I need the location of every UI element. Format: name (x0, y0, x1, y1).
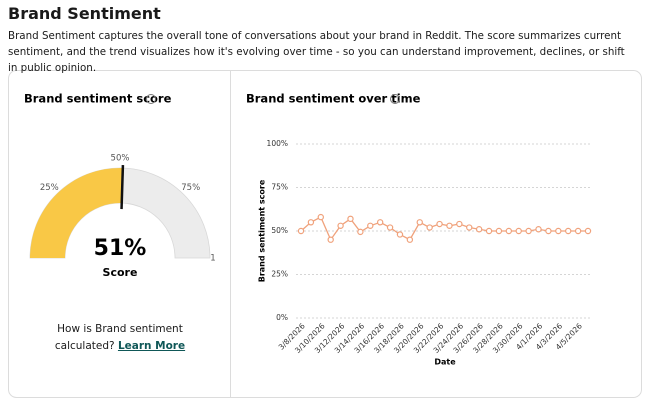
gauge-value: 51% (94, 236, 147, 261)
series-marker (396, 231, 404, 238)
series-marker (406, 236, 414, 243)
series-marker (416, 219, 423, 226)
series-marker (307, 219, 315, 226)
info-icon[interactable] (146, 94, 156, 104)
gauge-tick-label: 25% (40, 183, 59, 193)
series-marker (466, 224, 473, 231)
series-marker (357, 228, 364, 236)
gauge-tick-label: 1 (210, 254, 215, 264)
series-marker (337, 222, 344, 229)
series-marker (485, 227, 493, 235)
series-marker (535, 226, 542, 233)
gauge-title: Brand sentiment score (24, 92, 172, 106)
series-marker (456, 220, 463, 228)
series-marker (446, 222, 453, 229)
gauge-tick-label: 50% (111, 154, 130, 164)
series-marker (426, 224, 433, 231)
series-marker (386, 224, 394, 231)
y-tick-label: 75% (271, 183, 288, 192)
page-title: Brand Sentiment (8, 4, 161, 23)
series-marker (475, 226, 483, 233)
series-marker (436, 220, 443, 228)
help: How is Brand sentiment calculated? Learn… (30, 321, 210, 355)
series-marker (515, 227, 522, 235)
series-marker (297, 227, 305, 235)
series-marker (574, 227, 582, 235)
y-tick-label: 50% (271, 226, 288, 235)
series-marker (505, 227, 513, 235)
gauge-label: Score (103, 266, 138, 279)
gauge-needle (120, 165, 125, 210)
series-marker (327, 236, 334, 243)
y-tick-label: 0% (276, 313, 288, 322)
y-tick-label: 25% (271, 270, 288, 279)
gauge-tick-label: 75% (181, 183, 200, 193)
learn-more-link[interactable]: Learn More (117, 340, 186, 352)
series-marker (347, 215, 354, 223)
series-marker (565, 227, 572, 235)
chart-title: Brand sentiment over time (246, 92, 421, 106)
series-marker (367, 222, 374, 229)
info-icon[interactable] (390, 94, 400, 104)
series-marker (376, 219, 384, 226)
series-marker (545, 227, 552, 235)
gauge-fill (30, 168, 123, 258)
series-marker (495, 227, 503, 235)
series-marker (525, 227, 532, 235)
y-tick-label: 100% (267, 139, 288, 148)
y-axis-label: Brand sentiment score (258, 179, 267, 282)
x-axis-label: Date (434, 358, 456, 367)
description: Brand Sentiment captures the overall ton… (8, 30, 625, 74)
card (8, 70, 642, 398)
help-text: How is Brand sentiment calculated? (54, 323, 183, 352)
series-marker (584, 227, 592, 235)
series-marker (555, 227, 562, 235)
series-marker (317, 213, 324, 221)
